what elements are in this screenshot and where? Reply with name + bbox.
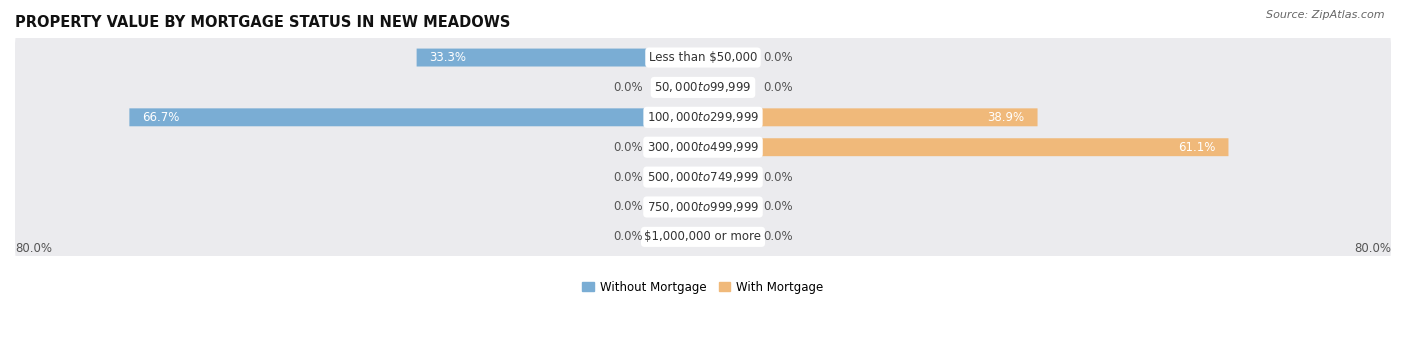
FancyBboxPatch shape: [651, 228, 703, 246]
FancyBboxPatch shape: [703, 49, 755, 67]
FancyBboxPatch shape: [15, 210, 1391, 264]
Text: 66.7%: 66.7%: [142, 111, 180, 124]
FancyBboxPatch shape: [651, 198, 703, 216]
Text: 0.0%: 0.0%: [613, 141, 643, 154]
FancyBboxPatch shape: [703, 79, 755, 97]
Text: 0.0%: 0.0%: [613, 171, 643, 184]
FancyBboxPatch shape: [129, 108, 703, 126]
Text: 61.1%: 61.1%: [1178, 141, 1216, 154]
Text: 80.0%: 80.0%: [1354, 242, 1391, 255]
Text: $100,000 to $299,999: $100,000 to $299,999: [647, 110, 759, 124]
FancyBboxPatch shape: [15, 91, 1391, 144]
FancyBboxPatch shape: [703, 168, 755, 186]
FancyBboxPatch shape: [15, 31, 1391, 84]
FancyBboxPatch shape: [15, 181, 1391, 234]
FancyBboxPatch shape: [651, 138, 703, 156]
Text: $500,000 to $749,999: $500,000 to $749,999: [647, 170, 759, 184]
Legend: Without Mortgage, With Mortgage: Without Mortgage, With Mortgage: [578, 276, 828, 299]
Text: 0.0%: 0.0%: [613, 201, 643, 214]
Text: $300,000 to $499,999: $300,000 to $499,999: [647, 140, 759, 154]
Text: 0.0%: 0.0%: [763, 81, 793, 94]
FancyBboxPatch shape: [15, 61, 1391, 114]
FancyBboxPatch shape: [651, 168, 703, 186]
FancyBboxPatch shape: [703, 138, 1229, 156]
FancyBboxPatch shape: [416, 49, 703, 67]
FancyBboxPatch shape: [703, 108, 1038, 126]
FancyBboxPatch shape: [15, 151, 1391, 204]
FancyBboxPatch shape: [703, 228, 755, 246]
Text: $1,000,000 or more: $1,000,000 or more: [644, 231, 762, 243]
Text: 80.0%: 80.0%: [15, 242, 52, 255]
Text: 38.9%: 38.9%: [987, 111, 1025, 124]
Text: 0.0%: 0.0%: [763, 171, 793, 184]
Text: 0.0%: 0.0%: [613, 81, 643, 94]
Text: 0.0%: 0.0%: [763, 51, 793, 64]
Text: $750,000 to $999,999: $750,000 to $999,999: [647, 200, 759, 214]
Text: Source: ZipAtlas.com: Source: ZipAtlas.com: [1267, 10, 1385, 20]
Text: PROPERTY VALUE BY MORTGAGE STATUS IN NEW MEADOWS: PROPERTY VALUE BY MORTGAGE STATUS IN NEW…: [15, 15, 510, 30]
FancyBboxPatch shape: [15, 121, 1391, 174]
Text: Less than $50,000: Less than $50,000: [648, 51, 758, 64]
Text: 0.0%: 0.0%: [763, 231, 793, 243]
Text: 33.3%: 33.3%: [429, 51, 467, 64]
Text: $50,000 to $99,999: $50,000 to $99,999: [654, 81, 752, 95]
Text: 0.0%: 0.0%: [613, 231, 643, 243]
FancyBboxPatch shape: [703, 198, 755, 216]
FancyBboxPatch shape: [651, 79, 703, 97]
Text: 0.0%: 0.0%: [763, 201, 793, 214]
